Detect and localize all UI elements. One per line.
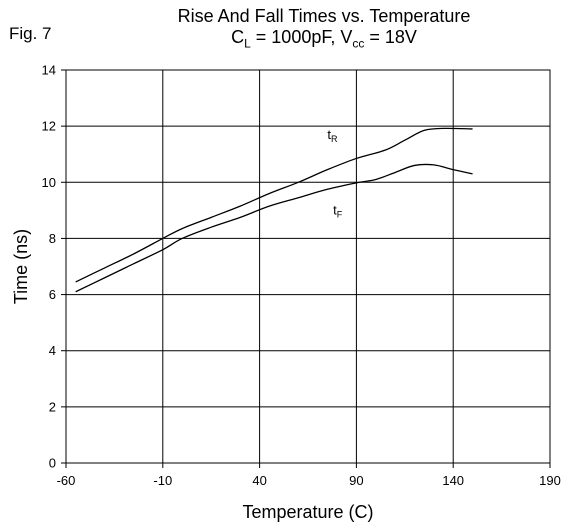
- x-tick-label: 140: [442, 473, 464, 488]
- figure-number: Fig. 7: [9, 24, 52, 43]
- x-tick-label: -10: [153, 473, 172, 488]
- cl-value: = 1000pF, V: [250, 27, 353, 47]
- chart-title-line2: CL = 1000pF, Vcc = 18V: [0, 27, 572, 51]
- y-tick-label: 8: [49, 231, 56, 246]
- y-axis-label: Time (ns): [11, 229, 31, 304]
- series-line-tF: [75, 163, 473, 293]
- series-label-tF: tF: [333, 203, 343, 220]
- axes: [61, 69, 551, 468]
- grid: [65, 69, 551, 464]
- cl-subscript: L: [244, 36, 251, 51]
- y-tick-label: 12: [42, 119, 56, 134]
- vcc-value: = 18V: [364, 27, 417, 47]
- y-tick-label: 0: [49, 456, 56, 471]
- x-tick-label: -60: [57, 473, 76, 488]
- x-tick-label: 40: [252, 473, 266, 488]
- vcc-subscript: cc: [352, 36, 365, 51]
- x-axis-label: Temperature (C): [242, 502, 373, 522]
- labels: -60 -10 40 90 140 190 0 2 4 6 8 10 12 14 Temperature (…: [11, 63, 561, 523]
- series-lines: [75, 127, 473, 293]
- chart-title-line1: Rise And Fall Times vs. Temperature: [177, 6, 471, 26]
- x-tick-label: 190: [539, 473, 561, 488]
- x-tick-label: 90: [349, 473, 363, 488]
- y-tick-label: 10: [42, 175, 56, 190]
- y-tick-label: 2: [49, 399, 56, 414]
- y-tick-label: 4: [49, 343, 56, 358]
- plot-border: [65, 69, 551, 464]
- series-line-tR: [75, 127, 473, 283]
- y-tick-label: 6: [49, 287, 56, 302]
- y-tick-label: 14: [42, 63, 56, 78]
- series-label-tR: tR: [327, 127, 338, 144]
- cl-symbol: C: [231, 27, 245, 47]
